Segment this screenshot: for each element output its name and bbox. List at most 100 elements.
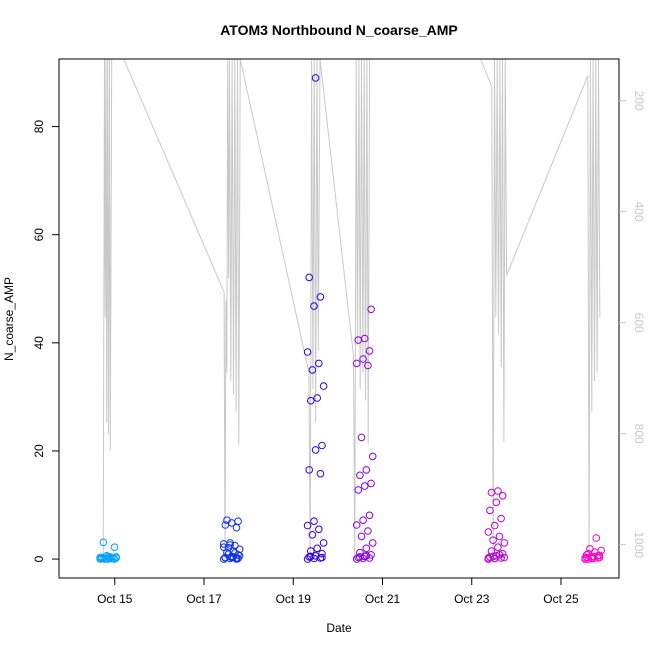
point-group-2 bbox=[303, 74, 328, 563]
data-point bbox=[357, 532, 366, 541]
points-layer bbox=[96, 74, 605, 563]
point-group-0 bbox=[96, 538, 120, 563]
data-point bbox=[490, 521, 499, 530]
data-point bbox=[308, 366, 317, 374]
data-point bbox=[352, 521, 361, 529]
data-point bbox=[365, 511, 374, 520]
data-point bbox=[356, 548, 364, 557]
data-point bbox=[352, 359, 361, 368]
data-point bbox=[110, 543, 119, 552]
y2-tick-label: 400 bbox=[632, 202, 646, 222]
data-point bbox=[367, 551, 375, 559]
data-point bbox=[492, 498, 501, 507]
point-group-3 bbox=[352, 305, 377, 563]
data-point bbox=[307, 547, 315, 555]
data-point bbox=[487, 547, 496, 555]
data-point bbox=[497, 514, 505, 523]
y-tick-label: 20 bbox=[32, 444, 46, 458]
data-point bbox=[315, 359, 323, 368]
x-axis-label: Date bbox=[326, 621, 352, 635]
data-point bbox=[357, 433, 366, 442]
x-tick-label: Oct 19 bbox=[276, 592, 312, 606]
data-point bbox=[318, 441, 326, 450]
data-point bbox=[310, 302, 318, 310]
data-point bbox=[359, 355, 367, 363]
plot-frame bbox=[58, 58, 620, 579]
data-point bbox=[584, 555, 593, 563]
data-point bbox=[367, 479, 375, 488]
data-point bbox=[223, 516, 231, 525]
data-point bbox=[99, 538, 108, 547]
data-point bbox=[318, 553, 326, 562]
data-point bbox=[582, 551, 591, 559]
y-axis-label: N_coarse_AMP bbox=[2, 277, 16, 361]
data-point bbox=[226, 541, 234, 549]
x-tick-label: Oct 21 bbox=[365, 592, 401, 606]
data-point bbox=[364, 361, 372, 370]
data-point bbox=[319, 382, 328, 390]
data-point bbox=[112, 554, 120, 562]
point-group-5 bbox=[581, 534, 605, 563]
data-point bbox=[368, 452, 377, 461]
data-point bbox=[305, 273, 314, 282]
data-point bbox=[315, 525, 323, 534]
data-point bbox=[586, 545, 594, 553]
x-tick-label: Oct 17 bbox=[186, 592, 222, 606]
data-point bbox=[313, 394, 322, 402]
data-point bbox=[498, 492, 507, 500]
data-point bbox=[307, 396, 315, 405]
data-point bbox=[362, 552, 371, 560]
data-point bbox=[495, 551, 504, 559]
data-point bbox=[360, 482, 369, 490]
data-point bbox=[494, 543, 502, 552]
data-point bbox=[364, 527, 372, 535]
point-group-4 bbox=[484, 487, 509, 563]
x-tick-label: Oct 15 bbox=[97, 592, 133, 606]
data-point bbox=[303, 348, 312, 356]
data-point bbox=[303, 521, 312, 530]
data-point bbox=[305, 466, 314, 474]
data-point bbox=[109, 554, 117, 562]
altitude-line bbox=[102, 59, 601, 562]
data-point bbox=[313, 544, 322, 553]
y2-tick-label: 800 bbox=[632, 424, 646, 444]
data-point bbox=[367, 305, 375, 314]
data-point bbox=[307, 552, 315, 561]
data-point bbox=[316, 469, 325, 478]
y2-tick-label: 200 bbox=[632, 91, 646, 111]
data-point bbox=[234, 517, 242, 526]
y-tick-label: 60 bbox=[32, 228, 46, 242]
data-point bbox=[360, 334, 369, 343]
data-point bbox=[359, 516, 367, 525]
data-point bbox=[365, 347, 374, 355]
data-point bbox=[310, 517, 318, 526]
data-point bbox=[494, 487, 502, 495]
data-point bbox=[486, 506, 494, 515]
y2-tick-label: 600 bbox=[632, 313, 646, 333]
data-point bbox=[489, 536, 497, 545]
data-point bbox=[104, 555, 112, 563]
data-point bbox=[234, 554, 242, 563]
x-tick-label: Oct 23 bbox=[454, 592, 490, 606]
data-point bbox=[500, 539, 509, 547]
x-tick-label: Oct 25 bbox=[543, 592, 579, 606]
data-point bbox=[490, 554, 499, 563]
data-point bbox=[498, 549, 507, 558]
y-tick-label: 40 bbox=[32, 336, 46, 350]
y-tick-label: 0 bbox=[32, 555, 46, 562]
axes-layer: Oct 15 Oct 17 Oct 19 Oct 21 Oct 23 Oct 25 0 20 4… bbox=[32, 58, 646, 606]
y-tick-label: 80 bbox=[32, 120, 46, 134]
data-point bbox=[311, 74, 320, 82]
data-point bbox=[592, 534, 601, 542]
data-point bbox=[311, 446, 320, 454]
chart-title: ATOM3 Northbound N_coarse_AMP bbox=[220, 22, 458, 38]
data-point bbox=[597, 546, 605, 555]
data-point bbox=[368, 539, 377, 547]
data-point bbox=[354, 486, 363, 494]
data-point bbox=[356, 471, 364, 480]
data-point bbox=[226, 539, 234, 547]
data-point bbox=[318, 549, 326, 558]
data-point bbox=[219, 543, 228, 552]
data-point bbox=[316, 293, 325, 301]
